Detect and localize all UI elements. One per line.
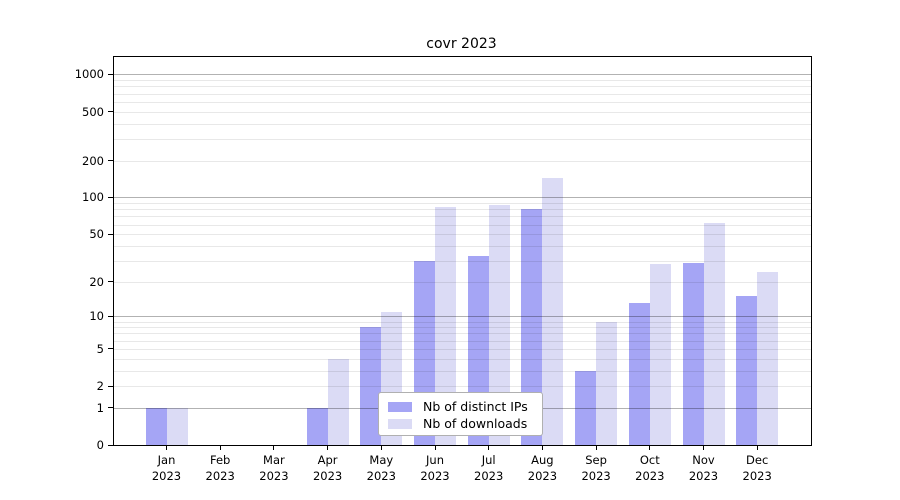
y-tick-mark bbox=[108, 281, 113, 283]
bar-downloads-aug bbox=[542, 178, 564, 445]
bar-ips-apr bbox=[306, 407, 328, 445]
y-tick-label-200: 200 bbox=[82, 153, 104, 168]
gridline-minor bbox=[113, 111, 811, 113]
x-tick-label-dec: Dec 2023 bbox=[742, 453, 772, 483]
x-tick-mark bbox=[166, 445, 167, 450]
bar-ips-dec bbox=[736, 296, 758, 445]
x-tick-mark bbox=[541, 445, 543, 450]
legend-swatch-downloads bbox=[388, 418, 412, 429]
bar-downloads-nov bbox=[703, 222, 725, 445]
gridline-minor bbox=[113, 93, 811, 95]
legend: Nb of distinct IPs Nb of downloads bbox=[378, 392, 543, 436]
legend-swatch-distinct-ips bbox=[388, 401, 412, 412]
y-tick-label-20: 20 bbox=[89, 274, 104, 289]
x-tick-mark bbox=[434, 445, 436, 450]
x-tick-mark bbox=[703, 445, 704, 450]
bar-downloads-oct bbox=[649, 264, 671, 445]
y-tick-mark bbox=[108, 385, 113, 387]
plot-area bbox=[112, 56, 812, 446]
gridline-minor bbox=[113, 86, 811, 88]
x-tick-mark bbox=[488, 445, 490, 450]
x-tick-label-aug: Aug 2023 bbox=[527, 453, 558, 483]
x-tick-mark bbox=[595, 445, 597, 450]
y-tick-label-1000: 1000 bbox=[74, 67, 104, 82]
y-tick-label-50: 50 bbox=[89, 227, 104, 242]
legend-label-downloads: Nb of downloads bbox=[423, 416, 528, 431]
x-tick-label-may: May 2023 bbox=[366, 453, 396, 483]
y-tick-mark bbox=[108, 444, 113, 446]
y-tick-label-5: 5 bbox=[96, 341, 104, 356]
bar-downloads-jun bbox=[435, 206, 456, 445]
x-tick-mark bbox=[756, 445, 758, 450]
gridline-minor bbox=[113, 216, 811, 218]
y-tick-mark bbox=[108, 233, 113, 235]
y-tick-mark bbox=[108, 73, 113, 75]
x-tick-label-mar: Mar 2023 bbox=[259, 453, 289, 483]
bar-ips-jan bbox=[145, 407, 167, 445]
y-tick-label-0: 0 bbox=[96, 438, 104, 452]
x-tick-mark bbox=[649, 445, 651, 450]
gridline-minor bbox=[113, 101, 811, 103]
y-tick-label-100: 100 bbox=[82, 190, 104, 205]
bar-downloads-sep bbox=[596, 321, 618, 445]
bar-ips-sep bbox=[575, 370, 597, 445]
y-tick-mark bbox=[108, 196, 113, 198]
y-tick-mark bbox=[108, 111, 113, 113]
y-tick-mark bbox=[108, 348, 113, 350]
y-tick-mark bbox=[108, 407, 113, 409]
x-tick-label-nov: Nov 2023 bbox=[688, 453, 719, 483]
bar-downloads-jan bbox=[166, 407, 188, 445]
x-tick-label-apr: Apr 2023 bbox=[312, 453, 343, 483]
x-tick-mark bbox=[327, 445, 329, 450]
x-tick-mark bbox=[380, 445, 382, 450]
x-tick-label-jun: Jun 2023 bbox=[420, 453, 450, 483]
x-tick-mark bbox=[219, 445, 221, 450]
x-tick-label-oct: Oct 2023 bbox=[635, 453, 665, 483]
legend-item-downloads: Nb of downloads bbox=[379, 415, 542, 432]
x-tick-label-feb: Feb 2023 bbox=[205, 453, 235, 483]
gridline-minor bbox=[113, 80, 811, 82]
y-tick-label-1: 1 bbox=[96, 400, 104, 415]
y-tick-mark bbox=[108, 315, 113, 317]
x-tick-mark bbox=[273, 445, 275, 450]
gridline-minor bbox=[113, 203, 811, 205]
gridline-minor bbox=[113, 160, 811, 162]
bar-ips-may bbox=[360, 327, 382, 445]
gridline-major bbox=[113, 197, 811, 199]
gridline-major bbox=[113, 74, 811, 76]
gridline-minor bbox=[113, 138, 811, 140]
y-tick-mark bbox=[108, 160, 113, 162]
chart-title: covr 2023 bbox=[426, 36, 497, 52]
y-tick-label-10: 10 bbox=[89, 309, 104, 324]
bar-ips-aug bbox=[521, 208, 543, 445]
bar-downloads-dec bbox=[757, 272, 779, 445]
gridline-minor bbox=[113, 209, 811, 211]
bar-downloads-jul bbox=[488, 205, 510, 445]
x-tick-label-jan: Jan 2023 bbox=[151, 453, 182, 483]
gridline-minor bbox=[113, 123, 811, 125]
y-tick-label-2: 2 bbox=[96, 379, 104, 394]
y-tick-label-500: 500 bbox=[82, 104, 104, 119]
bar-ips-nov bbox=[682, 262, 704, 445]
legend-label-distinct-ips: Nb of distinct IPs bbox=[423, 399, 528, 414]
bar-ips-oct bbox=[628, 303, 650, 445]
bar-downloads-apr bbox=[327, 358, 349, 445]
x-tick-label-sep: Sep 2023 bbox=[581, 453, 611, 483]
legend-item-distinct-ips: Nb of distinct IPs bbox=[379, 398, 542, 415]
x-tick-label-jul: Jul 2023 bbox=[474, 453, 504, 483]
